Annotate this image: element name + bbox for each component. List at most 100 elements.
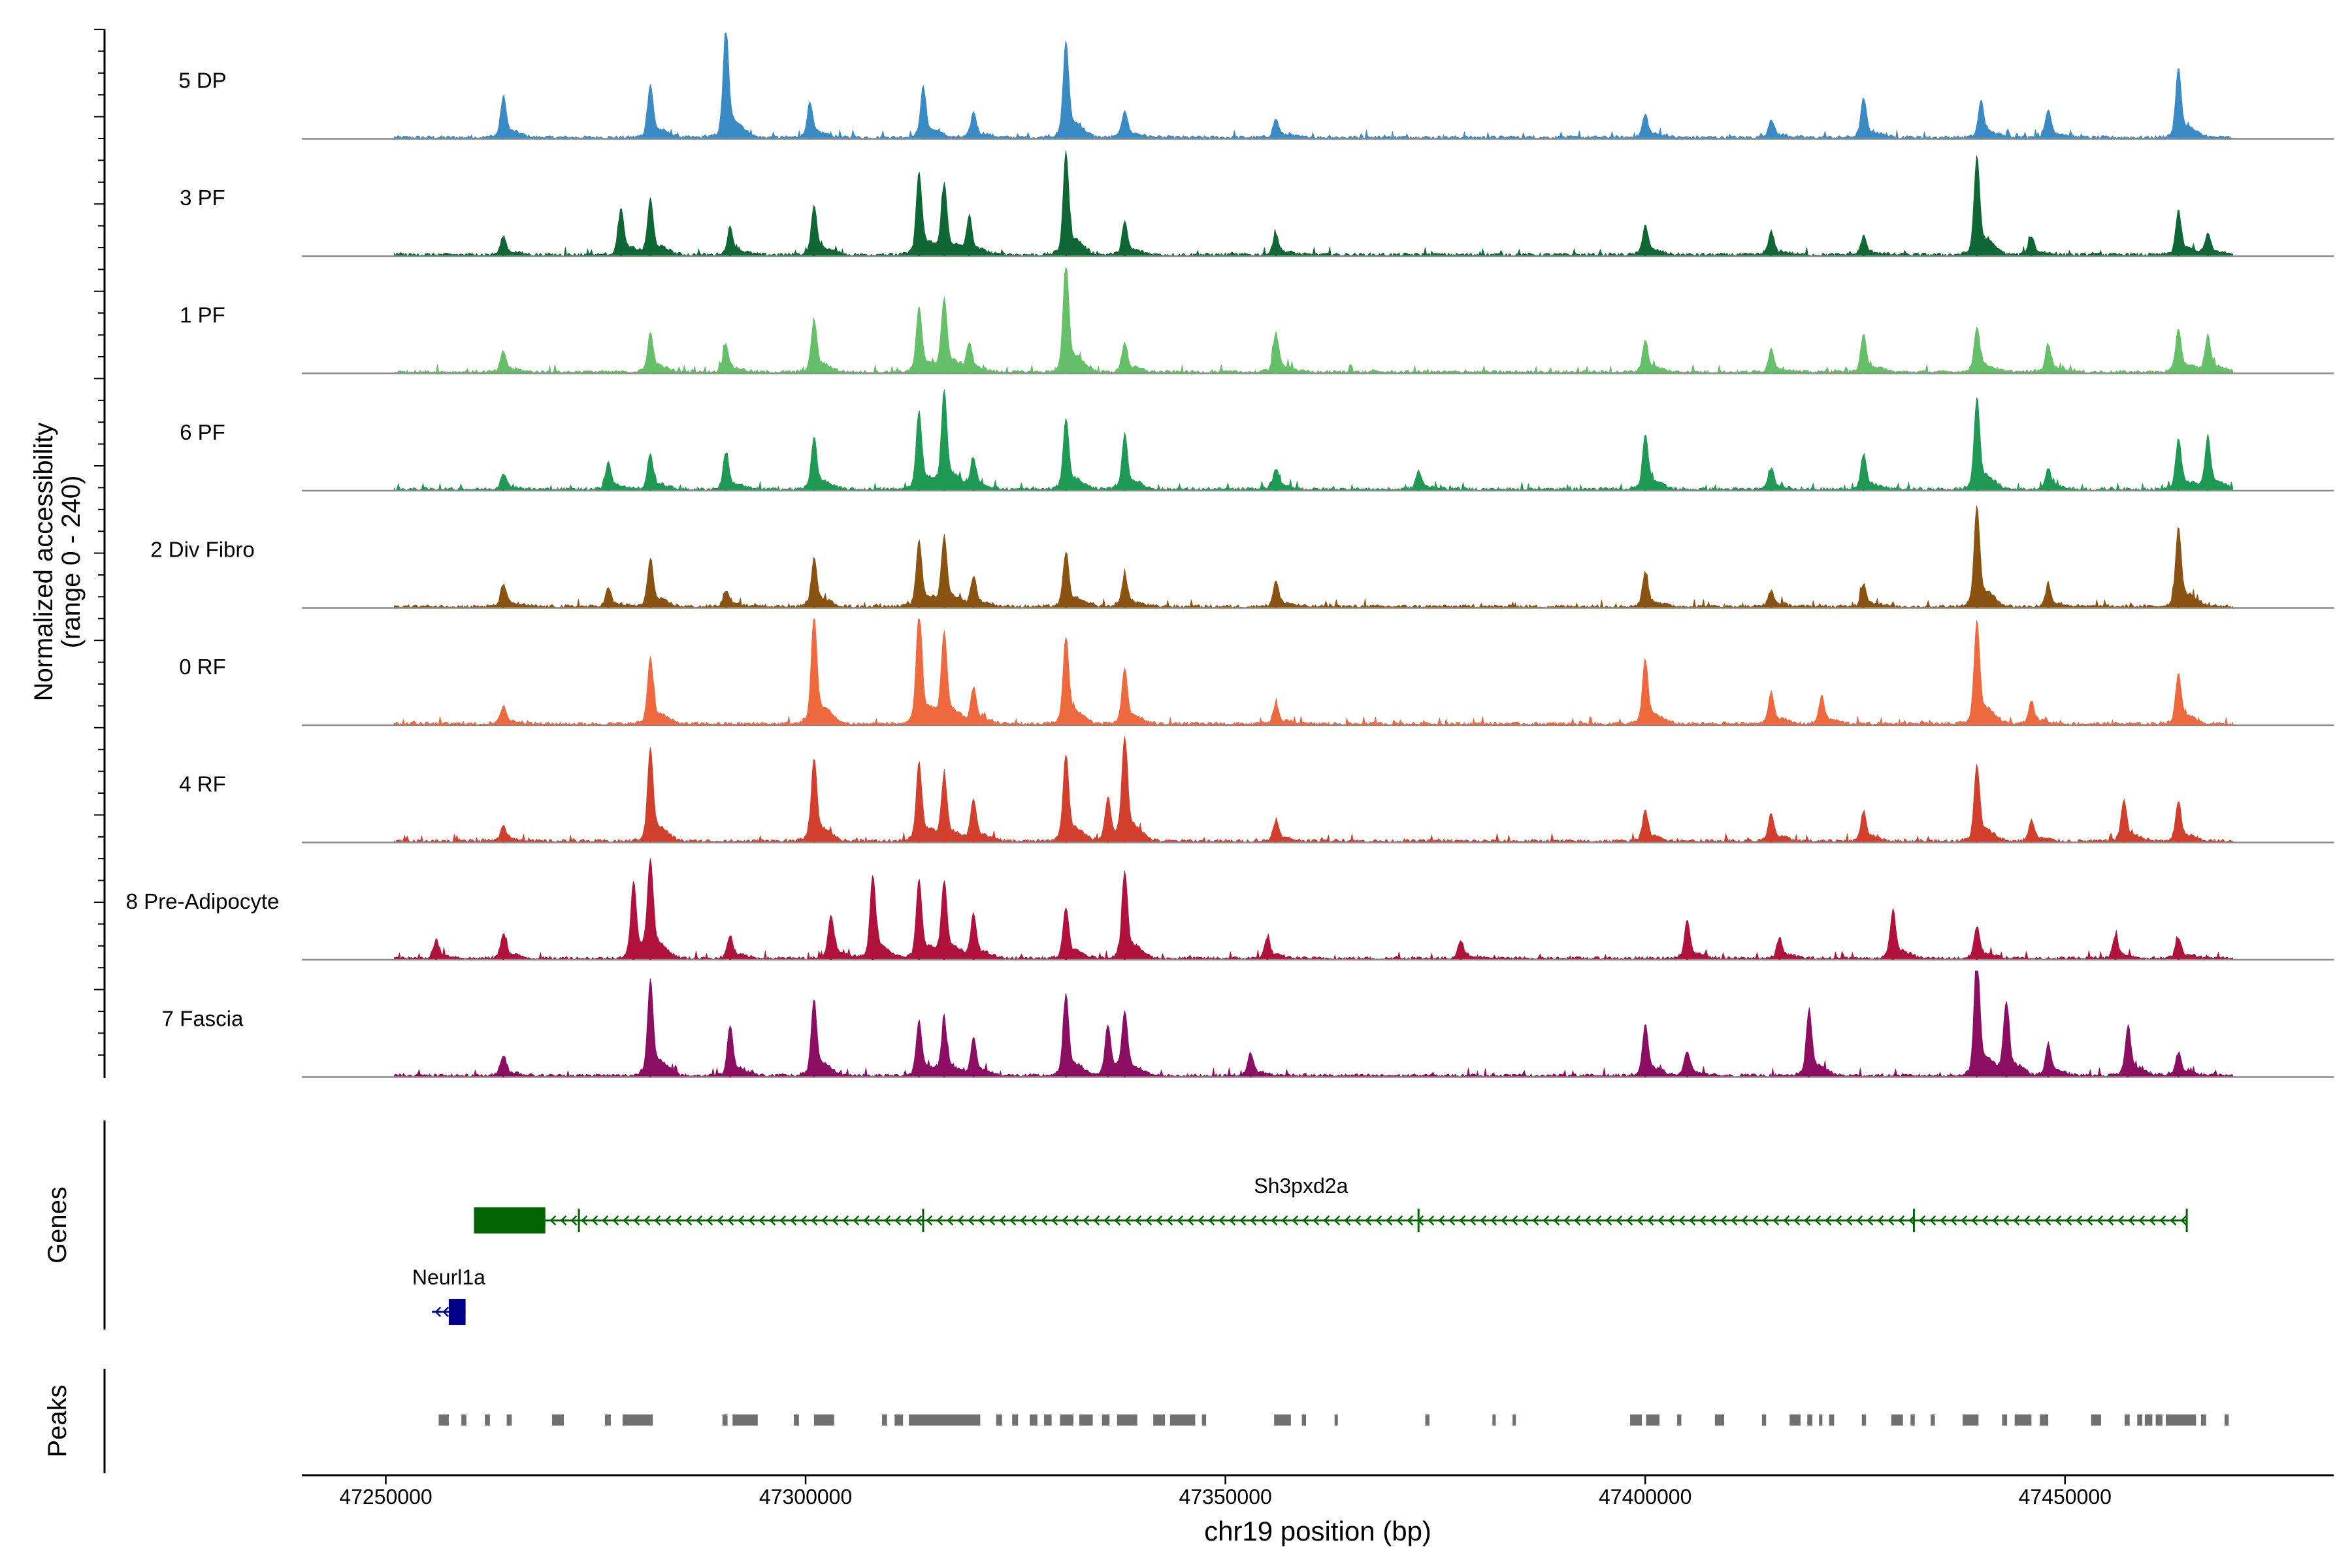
strand-arrow: [853, 1215, 860, 1226]
track-5-dp: 5 DP: [178, 32, 2334, 140]
strand-arrow: [988, 1215, 996, 1226]
x-axis-ticks: 47250000 47300000 47350000 47400000 47450000: [339, 1475, 2112, 1509]
track-1-pf: 1 PF: [180, 266, 2334, 374]
peak-region: [1201, 1414, 1207, 1426]
strand-arrow: [1208, 1215, 1215, 1226]
strand-arrow: [1469, 1215, 1477, 1226]
strand-arrow: [1166, 1215, 1173, 1226]
strand-arrow: [1428, 1215, 1435, 1226]
strand-arrow: [1825, 1215, 1832, 1226]
peak-region: [2144, 1414, 2153, 1426]
track-0-rf: 0 RF: [179, 619, 2334, 727]
strand-arrow: [748, 1215, 755, 1226]
track-2-div-fibro: 2 Div Fibro: [150, 505, 2334, 609]
strand-arrow: [1605, 1215, 1612, 1226]
track-label: 4 RF: [179, 772, 226, 796]
strand-arrow: [1187, 1215, 1194, 1226]
strand-arrow: [717, 1215, 724, 1226]
strand-arrow: [2023, 1215, 2031, 1226]
strand-arrow: [1438, 1215, 1445, 1226]
y-axis-label-line1: Normalized accessibility: [29, 423, 58, 702]
strand-arrow: [915, 1215, 923, 1226]
strand-arrow: [1919, 1215, 1926, 1226]
strand-arrow: [2170, 1215, 2177, 1226]
strand-arrow: [1814, 1215, 1821, 1226]
strand-arrow: [905, 1215, 912, 1226]
peak-region: [2165, 1414, 2197, 1426]
strand-arrow: [549, 1215, 557, 1226]
strand-arrow: [675, 1215, 682, 1226]
track-label: 7 Fascia: [162, 1007, 244, 1031]
strand-arrow: [612, 1215, 619, 1226]
strand-arrow: [1668, 1215, 1675, 1226]
strand-arrow: [1783, 1215, 1790, 1226]
strand-arrow: [623, 1215, 630, 1226]
strand-arrow: [1333, 1215, 1341, 1226]
peak-region: [2224, 1414, 2229, 1426]
strand-arrow: [1459, 1215, 1466, 1226]
peak-region: [2002, 1414, 2008, 1426]
peak-region: [2091, 1414, 2102, 1426]
strand-arrow: [1898, 1215, 1905, 1226]
strand-arrow: [1982, 1215, 1989, 1226]
strand-arrow: [842, 1215, 849, 1226]
strand-arrow: [1877, 1215, 1884, 1226]
peak-region: [1910, 1414, 1915, 1426]
strand-arrow: [1793, 1215, 1801, 1226]
strand-arrow: [685, 1215, 693, 1226]
strand-arrow: [1145, 1215, 1152, 1226]
strand-arrow: [1365, 1215, 1372, 1226]
strand-arrow: [1009, 1215, 1017, 1226]
peak-region: [732, 1414, 758, 1426]
strand-arrow: [1752, 1215, 1759, 1226]
strand-arrow: [1658, 1215, 1665, 1226]
strand-arrow: [2065, 1215, 2072, 1226]
track-label: 1 PF: [180, 303, 225, 327]
x-tick-label: 47400000: [1599, 1485, 1691, 1509]
strand-arrow: [874, 1215, 881, 1226]
strand-arrow: [790, 1215, 797, 1226]
strand-arrow: [1135, 1215, 1142, 1226]
strand-arrow: [1678, 1215, 1686, 1226]
strand-arrow: [2159, 1215, 2166, 1226]
strand-arrow: [1292, 1215, 1299, 1226]
peak-region: [1962, 1414, 1979, 1426]
strand-arrow: [1637, 1215, 1644, 1226]
peak-region: [1931, 1414, 1935, 1426]
strand-arrow: [1532, 1215, 1539, 1226]
peak-region: [1102, 1414, 1110, 1426]
coverage-area: [394, 150, 2234, 257]
x-axis: 47250000 47300000 47350000 47400000 47450000: [302, 1474, 2334, 1509]
strand-arrow: [1344, 1215, 1351, 1226]
peak-region: [1646, 1414, 1660, 1426]
strand-arrow: [1250, 1215, 1257, 1226]
strand-arrow: [2097, 1215, 2104, 1226]
strand-arrow: [1093, 1215, 1100, 1226]
strand-arrow: [1062, 1215, 1069, 1226]
strand-arrow: [1522, 1215, 1529, 1226]
strand-arrow: [442, 1307, 449, 1317]
peak-region: [1060, 1414, 1074, 1426]
exon-block: [474, 1207, 546, 1233]
strand-arrow: [1804, 1215, 1811, 1226]
strand-arrow: [1490, 1215, 1497, 1226]
gene-label: Neurl1a: [412, 1266, 485, 1289]
peak-region: [1829, 1414, 1835, 1426]
strand-arrow: [1239, 1215, 1247, 1226]
peak-region: [622, 1414, 653, 1426]
strand-arrow: [832, 1215, 839, 1226]
peak-region: [1630, 1414, 1642, 1426]
strand-arrow: [2013, 1215, 2020, 1226]
strand-arrow: [1407, 1215, 1414, 1226]
peak-region: [882, 1414, 887, 1426]
strand-arrow: [1867, 1215, 1874, 1226]
peak-region: [461, 1414, 466, 1426]
strand-arrow: [1992, 1215, 1999, 1226]
strand-arrow: [1281, 1215, 1288, 1226]
strand-arrow: [2076, 1215, 2083, 1226]
peaks-track: [438, 1414, 2229, 1426]
strand-arrow: [800, 1215, 808, 1226]
strand-arrow: [1929, 1215, 1936, 1226]
